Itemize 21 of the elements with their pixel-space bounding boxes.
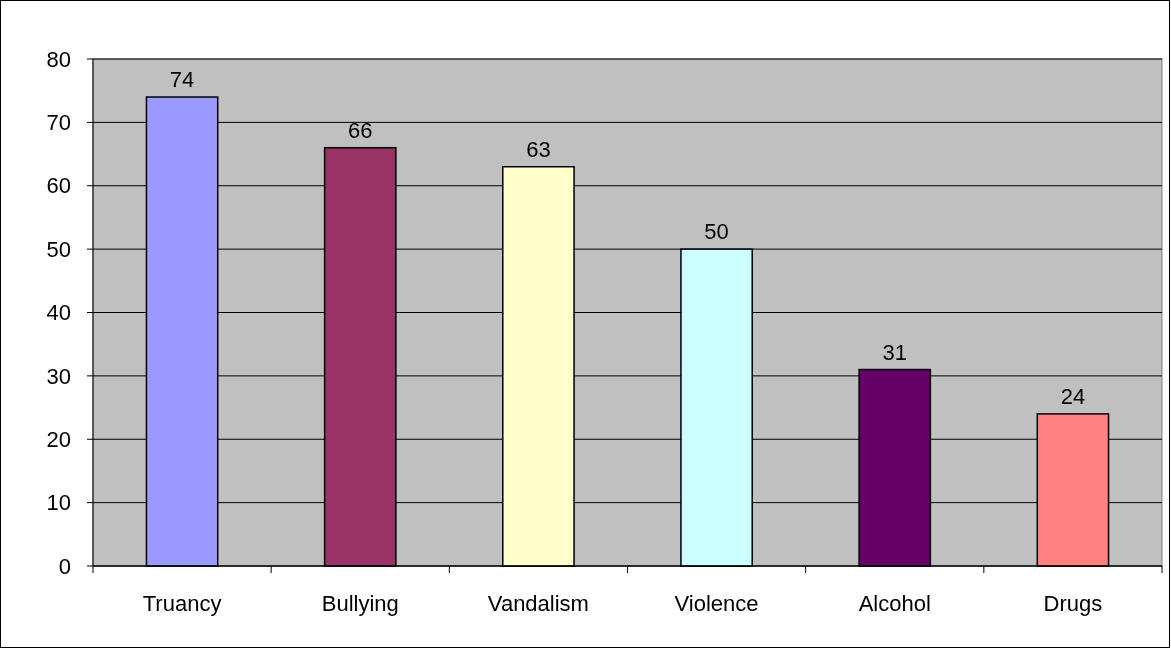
data-label: 50 (704, 219, 729, 245)
data-label: 63 (526, 136, 551, 162)
x-tick-label: Drugs (1043, 591, 1103, 616)
y-tick-label: 0 (58, 553, 71, 579)
data-label: 74 (169, 67, 195, 93)
y-tick-label: 80 (46, 46, 71, 72)
y-tick-label: 70 (46, 110, 71, 136)
y-tick-label: 50 (46, 236, 71, 262)
data-label: 66 (348, 117, 373, 143)
y-tick-label: 10 (46, 490, 71, 516)
x-tick-label: Vandalism (487, 591, 589, 616)
y-tick-label: 60 (46, 173, 71, 199)
data-label: 24 (1060, 383, 1086, 409)
x-tick-label: Alcohol (858, 591, 931, 616)
y-tick-label: 40 (46, 300, 71, 326)
x-tick-label: Violence (674, 591, 759, 616)
data-label: 31 (882, 339, 907, 365)
x-tick-label: Truancy (142, 591, 222, 616)
x-tick-label: Bullying (321, 591, 399, 616)
y-tick-label: 20 (46, 426, 71, 452)
y-tick-label: 30 (46, 363, 71, 389)
